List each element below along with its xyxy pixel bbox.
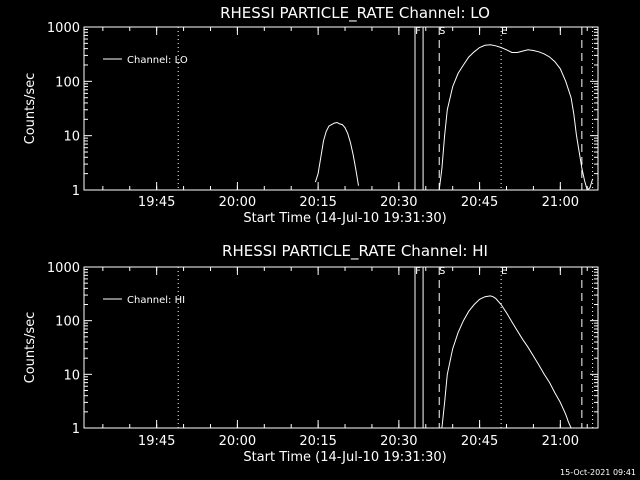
x-tick-label: 20:45 xyxy=(461,195,498,210)
marker-label-s: S xyxy=(439,26,445,37)
chart-panel-2: RHESSI PARTICLE_RATE Channel: HI 1 10 100 10… xyxy=(23,242,599,465)
series-line-segment-2 xyxy=(438,44,594,190)
x-tick-label: 20:15 xyxy=(299,434,336,449)
x-tick-label: 21:00 xyxy=(542,195,579,210)
marker-label-f: F xyxy=(415,26,421,37)
series-line-segment-1 xyxy=(314,121,359,186)
marker-label-e: E xyxy=(501,26,507,37)
footer-timestamp: 15-Oct-2021 09:41 xyxy=(560,468,636,477)
chart-panel-1: RHESSI PARTICLE_RATE Channel: LO 1 10 100 10… xyxy=(23,4,599,226)
x-tick-label: 20:30 xyxy=(380,195,417,210)
series-line-segment-1 xyxy=(441,295,572,428)
y-tick-label: 1000 xyxy=(47,261,80,276)
legend-label: Channel: LO xyxy=(127,55,188,66)
x-tick-label: 20:45 xyxy=(461,434,498,449)
y-axis-label: Counts/sec xyxy=(23,73,38,145)
y-tick-label: 1 xyxy=(72,422,80,437)
marker-label-s: S xyxy=(439,266,445,277)
x-tick-label: 19:45 xyxy=(138,434,175,449)
chart-title: RHESSI PARTICLE_RATE Channel: LO xyxy=(220,4,490,23)
x-tick-label: 20:00 xyxy=(219,195,256,210)
x-tick-label: 19:45 xyxy=(138,195,175,210)
y-tick-label: 100 xyxy=(55,75,80,90)
x-axis-label: Start Time (14-Jul-10 19:31:30) xyxy=(243,450,446,465)
marker-label-e: E xyxy=(501,266,507,277)
x-tick-label: 20:15 xyxy=(299,195,336,210)
y-tick-label: 1000 xyxy=(47,21,80,36)
marker-label-f: F xyxy=(415,266,421,277)
x-tick-label: 20:30 xyxy=(380,434,417,449)
x-tick-label: 21:00 xyxy=(542,434,579,449)
chart-title: RHESSI PARTICLE_RATE Channel: HI xyxy=(222,242,488,261)
y-axis-label: Counts/sec xyxy=(23,312,38,384)
plot-frame xyxy=(83,26,599,191)
y-tick-label: 100 xyxy=(55,315,80,330)
y-tick-label: 10 xyxy=(63,368,80,383)
x-axis-label: Start Time (14-Jul-10 19:31:30) xyxy=(243,211,446,226)
y-tick-label: 1 xyxy=(72,184,80,199)
y-tick-label: 10 xyxy=(63,130,80,145)
x-tick-label: 20:00 xyxy=(219,434,256,449)
legend-label: Channel: HI xyxy=(127,295,185,306)
plot-frame xyxy=(83,266,599,429)
